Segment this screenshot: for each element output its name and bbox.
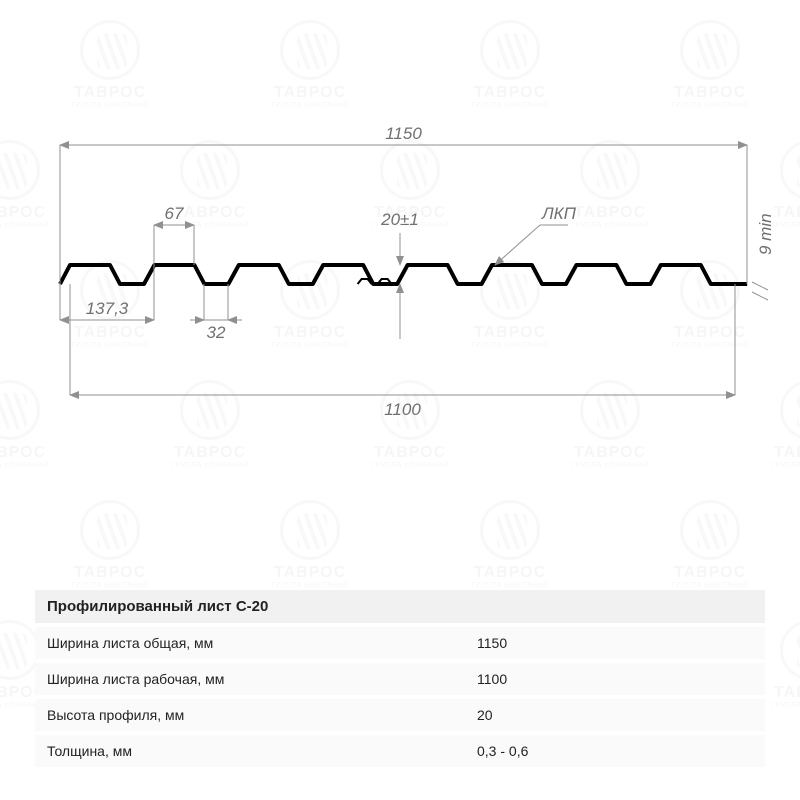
svg-text:9 min: 9 min (756, 213, 775, 255)
spec-row: Ширина листа рабочая, мм1100 (35, 659, 765, 695)
profile-diagram: 1150 1100 67 32 137,3 20±1 ЛКП 9 min (0, 0, 800, 520)
svg-text:ЛКП: ЛКП (541, 204, 577, 223)
spec-table: Профилированный лист С-20 Ширина листа о… (35, 590, 765, 767)
profile-path (60, 265, 747, 284)
spec-value: 20 (465, 699, 765, 731)
svg-text:20±1: 20±1 (380, 210, 419, 229)
spec-table-title: Профилированный лист С-20 (35, 590, 765, 623)
spec-value: 1150 (465, 627, 765, 659)
svg-text:137,3: 137,3 (86, 299, 129, 318)
svg-text:1100: 1100 (384, 400, 421, 419)
spec-label: Ширина листа рабочая, мм (35, 663, 465, 695)
spec-row: Высота профиля, мм20 (35, 695, 765, 731)
spec-value: 1100 (465, 663, 765, 695)
spec-value: 0,3 - 0,6 (465, 735, 765, 767)
spec-label: Высота профиля, мм (35, 699, 465, 731)
spec-label: Ширина листа общая, мм (35, 627, 465, 659)
spec-row: Толщина, мм0,3 - 0,6 (35, 731, 765, 767)
spec-row: Ширина листа общая, мм1150 (35, 623, 765, 659)
svg-text:32: 32 (207, 323, 226, 342)
svg-text:1150: 1150 (385, 124, 422, 143)
spec-label: Толщина, мм (35, 735, 465, 767)
svg-text:67: 67 (165, 204, 184, 223)
